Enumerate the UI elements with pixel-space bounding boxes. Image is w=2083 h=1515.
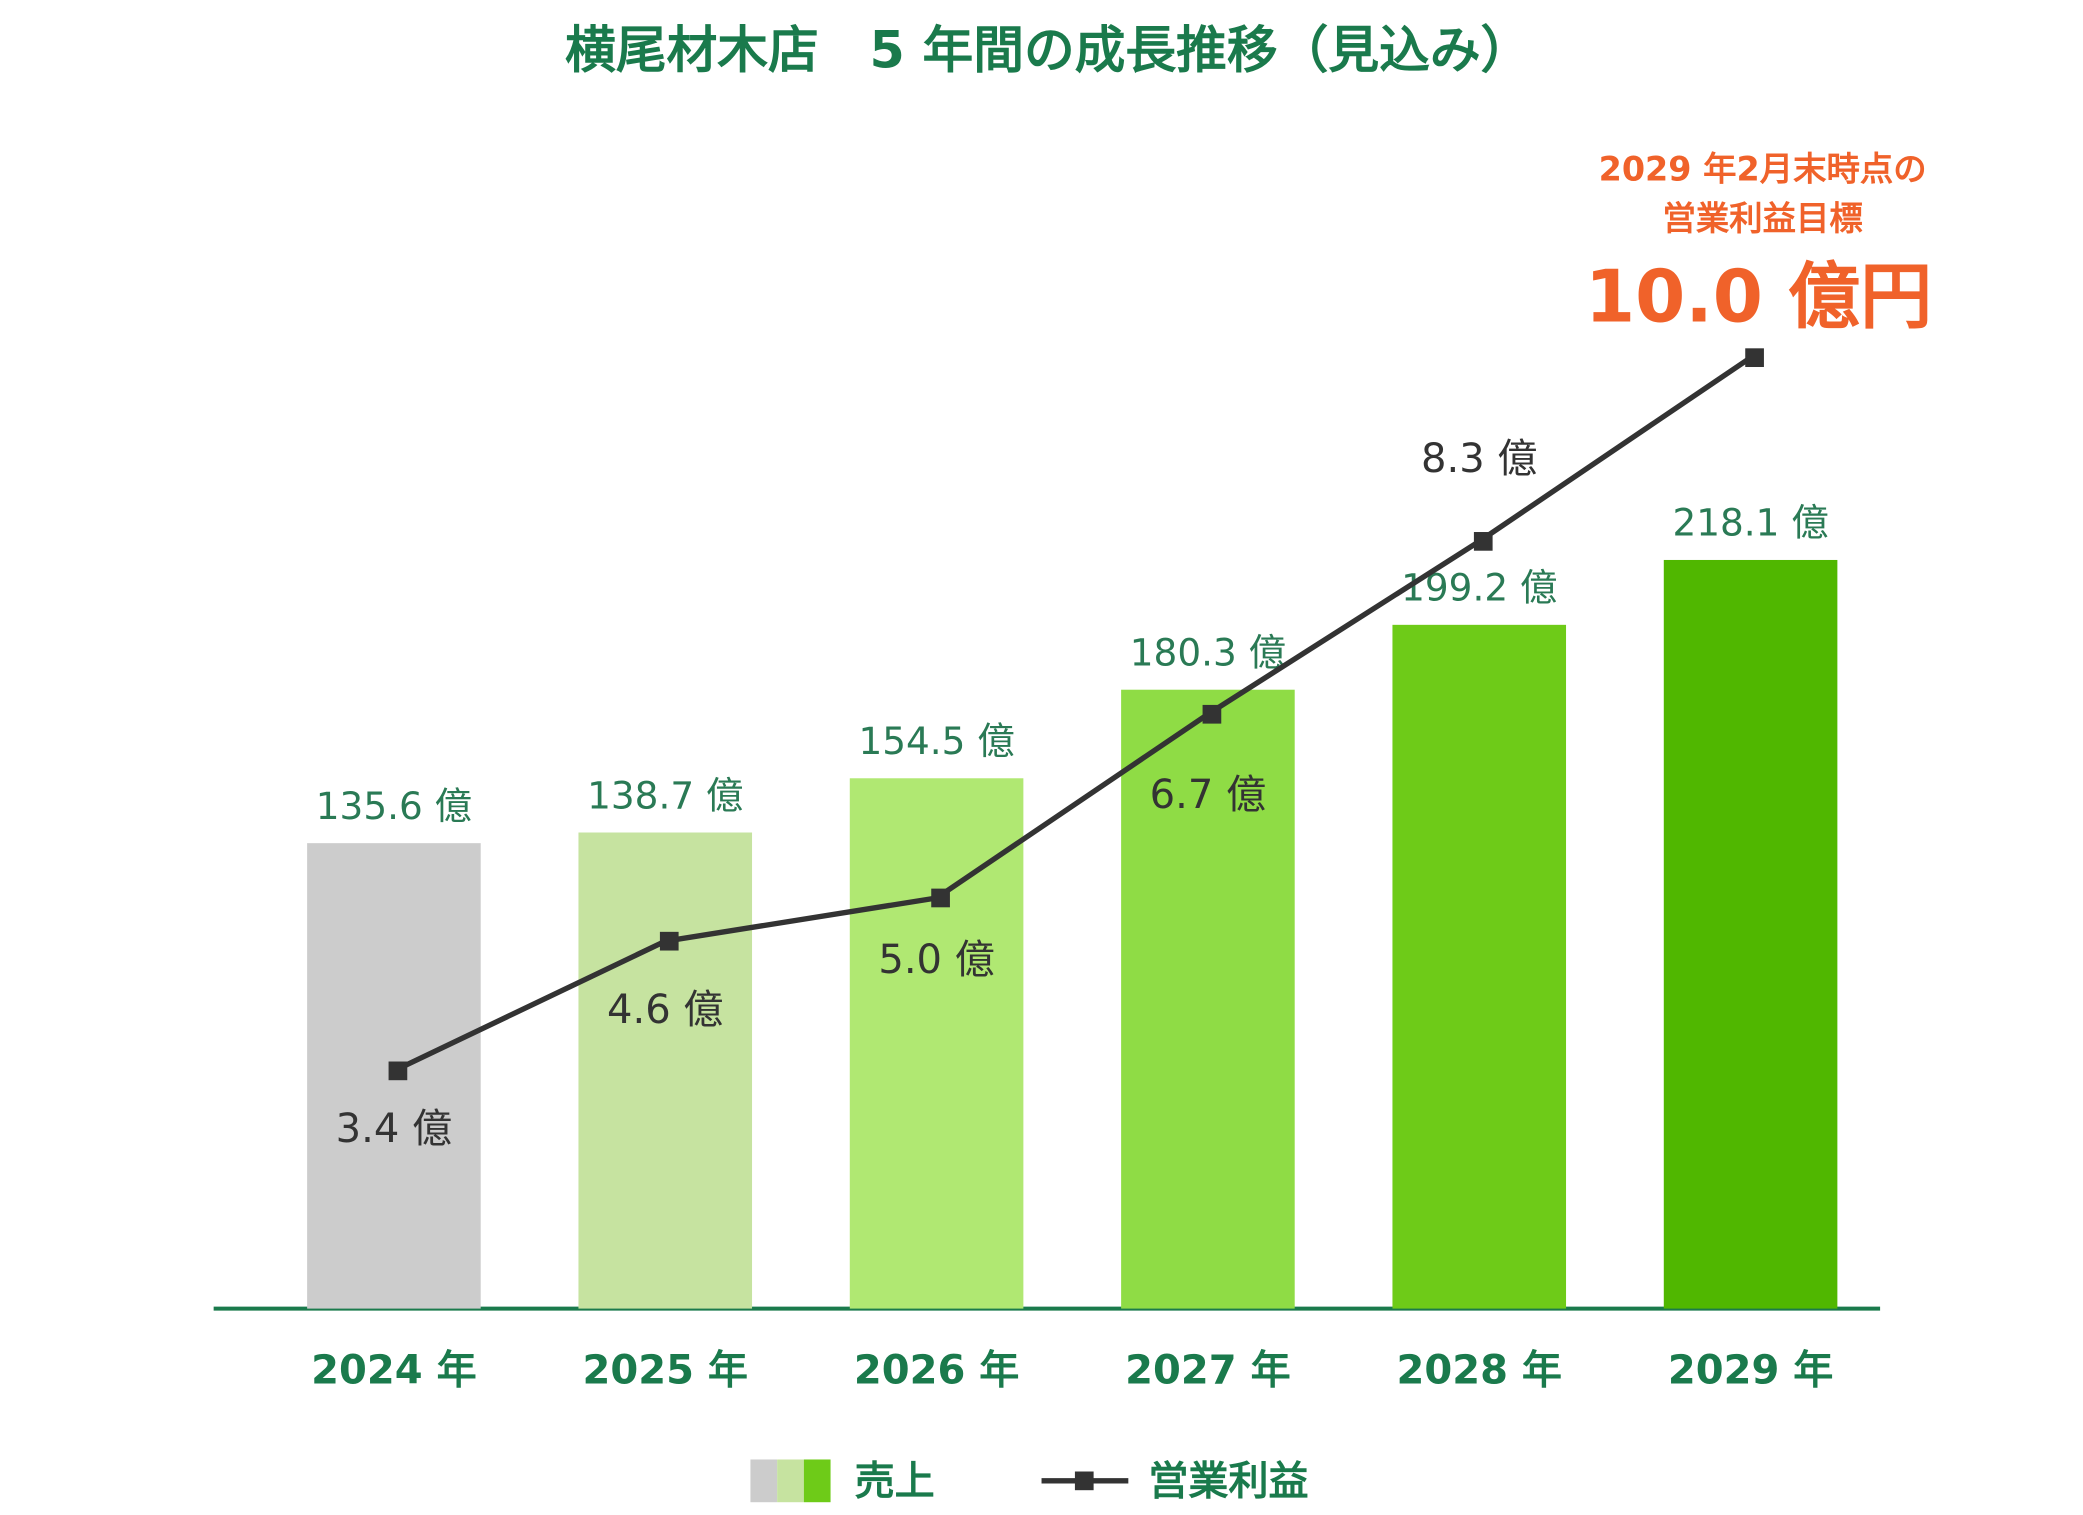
bar (849, 778, 1024, 1309)
line-marker (931, 888, 950, 908)
legend-marker (1074, 1471, 1094, 1491)
line-marker (659, 931, 679, 951)
line-value-label: 8.3 億 (1421, 436, 1537, 482)
bar-value-label: 154.5 億 (858, 719, 1014, 763)
line-marker (1202, 704, 1222, 724)
bar (1392, 624, 1567, 1309)
plot: 横尾材木店 5 年間の成長推移（見込み） 2024 年 2025 年 2026 年 2… (213, 20, 1932, 1505)
line-marker (388, 1061, 408, 1081)
legend-label: 営業利益 (1148, 1459, 1308, 1505)
annotation: 営業利益目標 (1662, 199, 1863, 238)
legend-swatch (750, 1459, 778, 1503)
x-tick-label: 2026 年 (854, 1348, 1019, 1394)
chart-title: 横尾材木店 5 年間の成長推移（見込み） (565, 20, 1531, 79)
legend-swatch (777, 1459, 804, 1503)
bar-value-label: 138.7 億 (587, 773, 743, 817)
bar-value-label: 135.6 億 (316, 784, 472, 828)
x-tick-label: 2028 年 (1397, 1348, 1562, 1394)
legend-label: 売上 (855, 1459, 935, 1505)
line-value-label: 5.0 億 (878, 937, 994, 983)
x-tick-label: 2027 年 (1125, 1348, 1290, 1394)
x-tick-label: 2029 年 (1668, 1348, 1833, 1394)
bar (1121, 689, 1295, 1309)
line-value-label: 3.4 億 (336, 1106, 452, 1152)
x-tick-label: 2024 年 (311, 1348, 476, 1394)
bar-value-label: 180.3 億 (1130, 630, 1286, 674)
x-tick-label: 2025 年 (583, 1348, 748, 1394)
line-marker (1473, 532, 1493, 551)
line (392, 355, 1753, 1074)
bar (578, 832, 753, 1309)
bar (1663, 559, 1838, 1309)
line-marker (1745, 348, 1764, 368)
bar-value-label: 199.2 億 (1401, 566, 1557, 610)
legend-swatch (803, 1459, 831, 1503)
annotation: 2029 年2月末時点の (1599, 149, 1927, 188)
line-value-label: 4.6 億 (607, 987, 723, 1033)
line-value-label: 10.0 億円 (1585, 256, 1932, 340)
bar-value-label: 218.1 億 (1672, 501, 1828, 545)
line-value-label: 6.7 億 (1150, 772, 1266, 818)
